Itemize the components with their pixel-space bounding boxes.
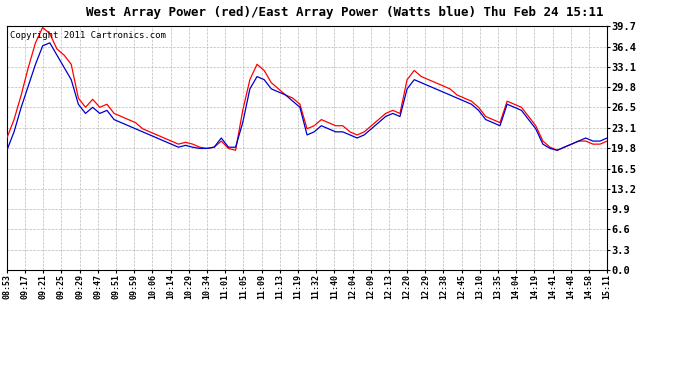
Text: West Array Power (red)/East Array Power (Watts blue) Thu Feb 24 15:11: West Array Power (red)/East Array Power … <box>86 6 604 19</box>
Text: Copyright 2011 Cartronics.com: Copyright 2011 Cartronics.com <box>10 31 166 40</box>
